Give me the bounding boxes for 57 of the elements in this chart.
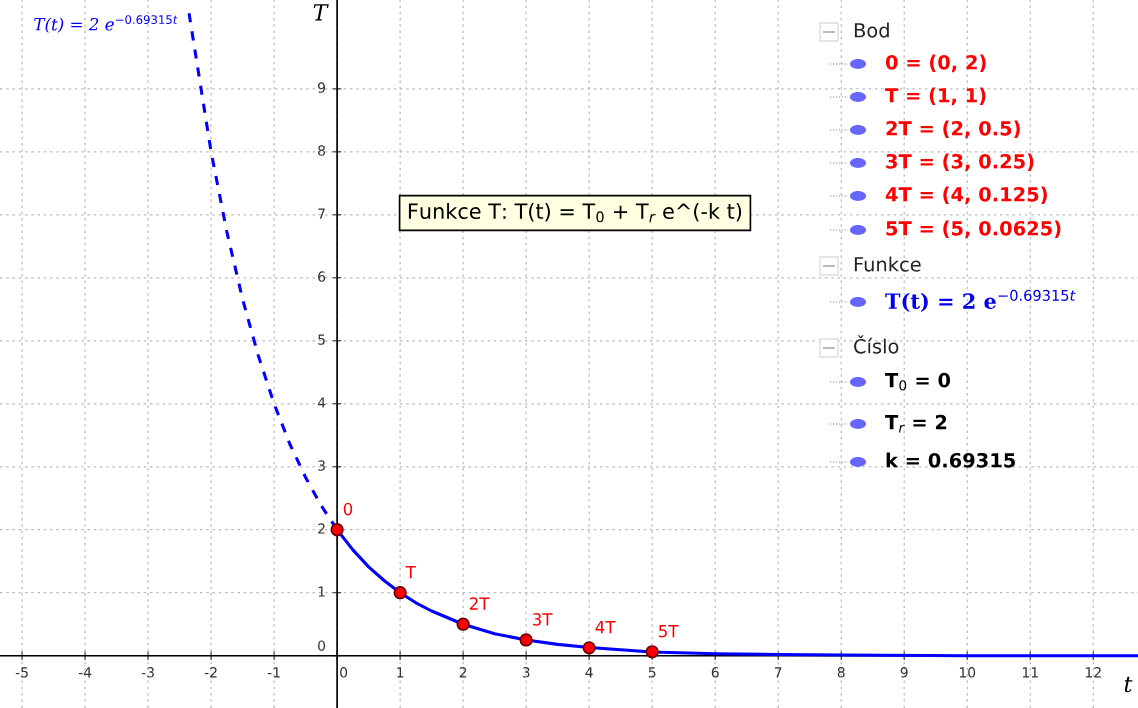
point	[330, 523, 344, 537]
x-tick-label: 3	[522, 667, 530, 678]
point	[519, 633, 533, 647]
point	[645, 645, 659, 659]
annotation: T(t) = 2 e$^{−0.69315t}$	[885, 289, 1076, 312]
x-tick-label: 1	[397, 667, 404, 678]
x-tick-label: -3	[141, 667, 154, 678]
series-label: 5T	[659, 625, 679, 638]
y-tick-label: 9	[318, 82, 326, 93]
y-axis-title: T	[313, 4, 329, 21]
annotation: Číslo	[854, 335, 899, 354]
annotation: Funkce T: T(t) = T$_{0}$ + T$_{r}$ e^(-k t)	[408, 202, 742, 223]
annotation: Funkce	[854, 256, 921, 272]
y-tick-label: 8	[318, 145, 326, 156]
point	[393, 586, 407, 600]
x-axis-title: t	[1124, 676, 1133, 693]
x-tick-label: 6	[711, 667, 719, 678]
x-tick-label: -5	[15, 667, 28, 678]
annotation: 2T = (2, 0.5)	[886, 120, 1020, 139]
x-tick-label: 9	[900, 667, 908, 678]
series-label: 2T	[469, 597, 490, 610]
y-tick-label: 4	[317, 397, 326, 408]
series-label: T(t) = 2 e$^{−0.69315t}$	[34, 15, 178, 33]
x-tick-label: -4	[78, 667, 92, 678]
x-tick-label: -1	[267, 667, 280, 678]
annotation: T = (1, 1)	[885, 87, 986, 106]
annotation: T$_{0}$ = 0	[885, 372, 951, 391]
y-tick-label: 5	[318, 334, 325, 345]
x-tick-label: 12	[1085, 667, 1101, 678]
series-label: 4T	[595, 621, 616, 634]
annotation: T$_{r}$ = 2	[885, 414, 947, 433]
y-tick-label: 3	[318, 460, 325, 471]
y-tick-label: 6	[318, 271, 326, 282]
annotation: k = 0.69315	[886, 452, 1015, 468]
annotation: 0 = (0, 2)	[885, 54, 986, 73]
y-tick-label: 7	[318, 208, 325, 219]
x-tick-label: 2	[459, 667, 467, 678]
point	[582, 641, 596, 655]
x-tick-label: 8	[837, 667, 845, 678]
x-tick-label: 0	[340, 667, 348, 678]
series-label: 0	[343, 502, 353, 516]
annotation: 3T = (3, 0.25)	[886, 153, 1034, 172]
series-label: 3T	[532, 613, 553, 626]
x-tick-label: 7	[774, 667, 782, 678]
x-tick-label: 10	[959, 667, 976, 678]
annotation: 4T = (4, 0.125)	[885, 186, 1047, 205]
x-tick-label: 5	[648, 667, 656, 678]
y-tick-label: 1	[318, 586, 325, 597]
x-tick-label: 4	[585, 667, 593, 678]
y-tick-label: 2	[318, 523, 325, 534]
annotation: Bod	[854, 22, 889, 38]
annotation: 5T = (5, 0.0625)	[886, 220, 1061, 239]
y-tick-label: 0	[318, 640, 326, 651]
point	[456, 617, 470, 631]
series-label: T	[405, 566, 416, 579]
x-tick-label: -2	[204, 667, 217, 678]
x-tick-label: 11	[1022, 667, 1038, 678]
